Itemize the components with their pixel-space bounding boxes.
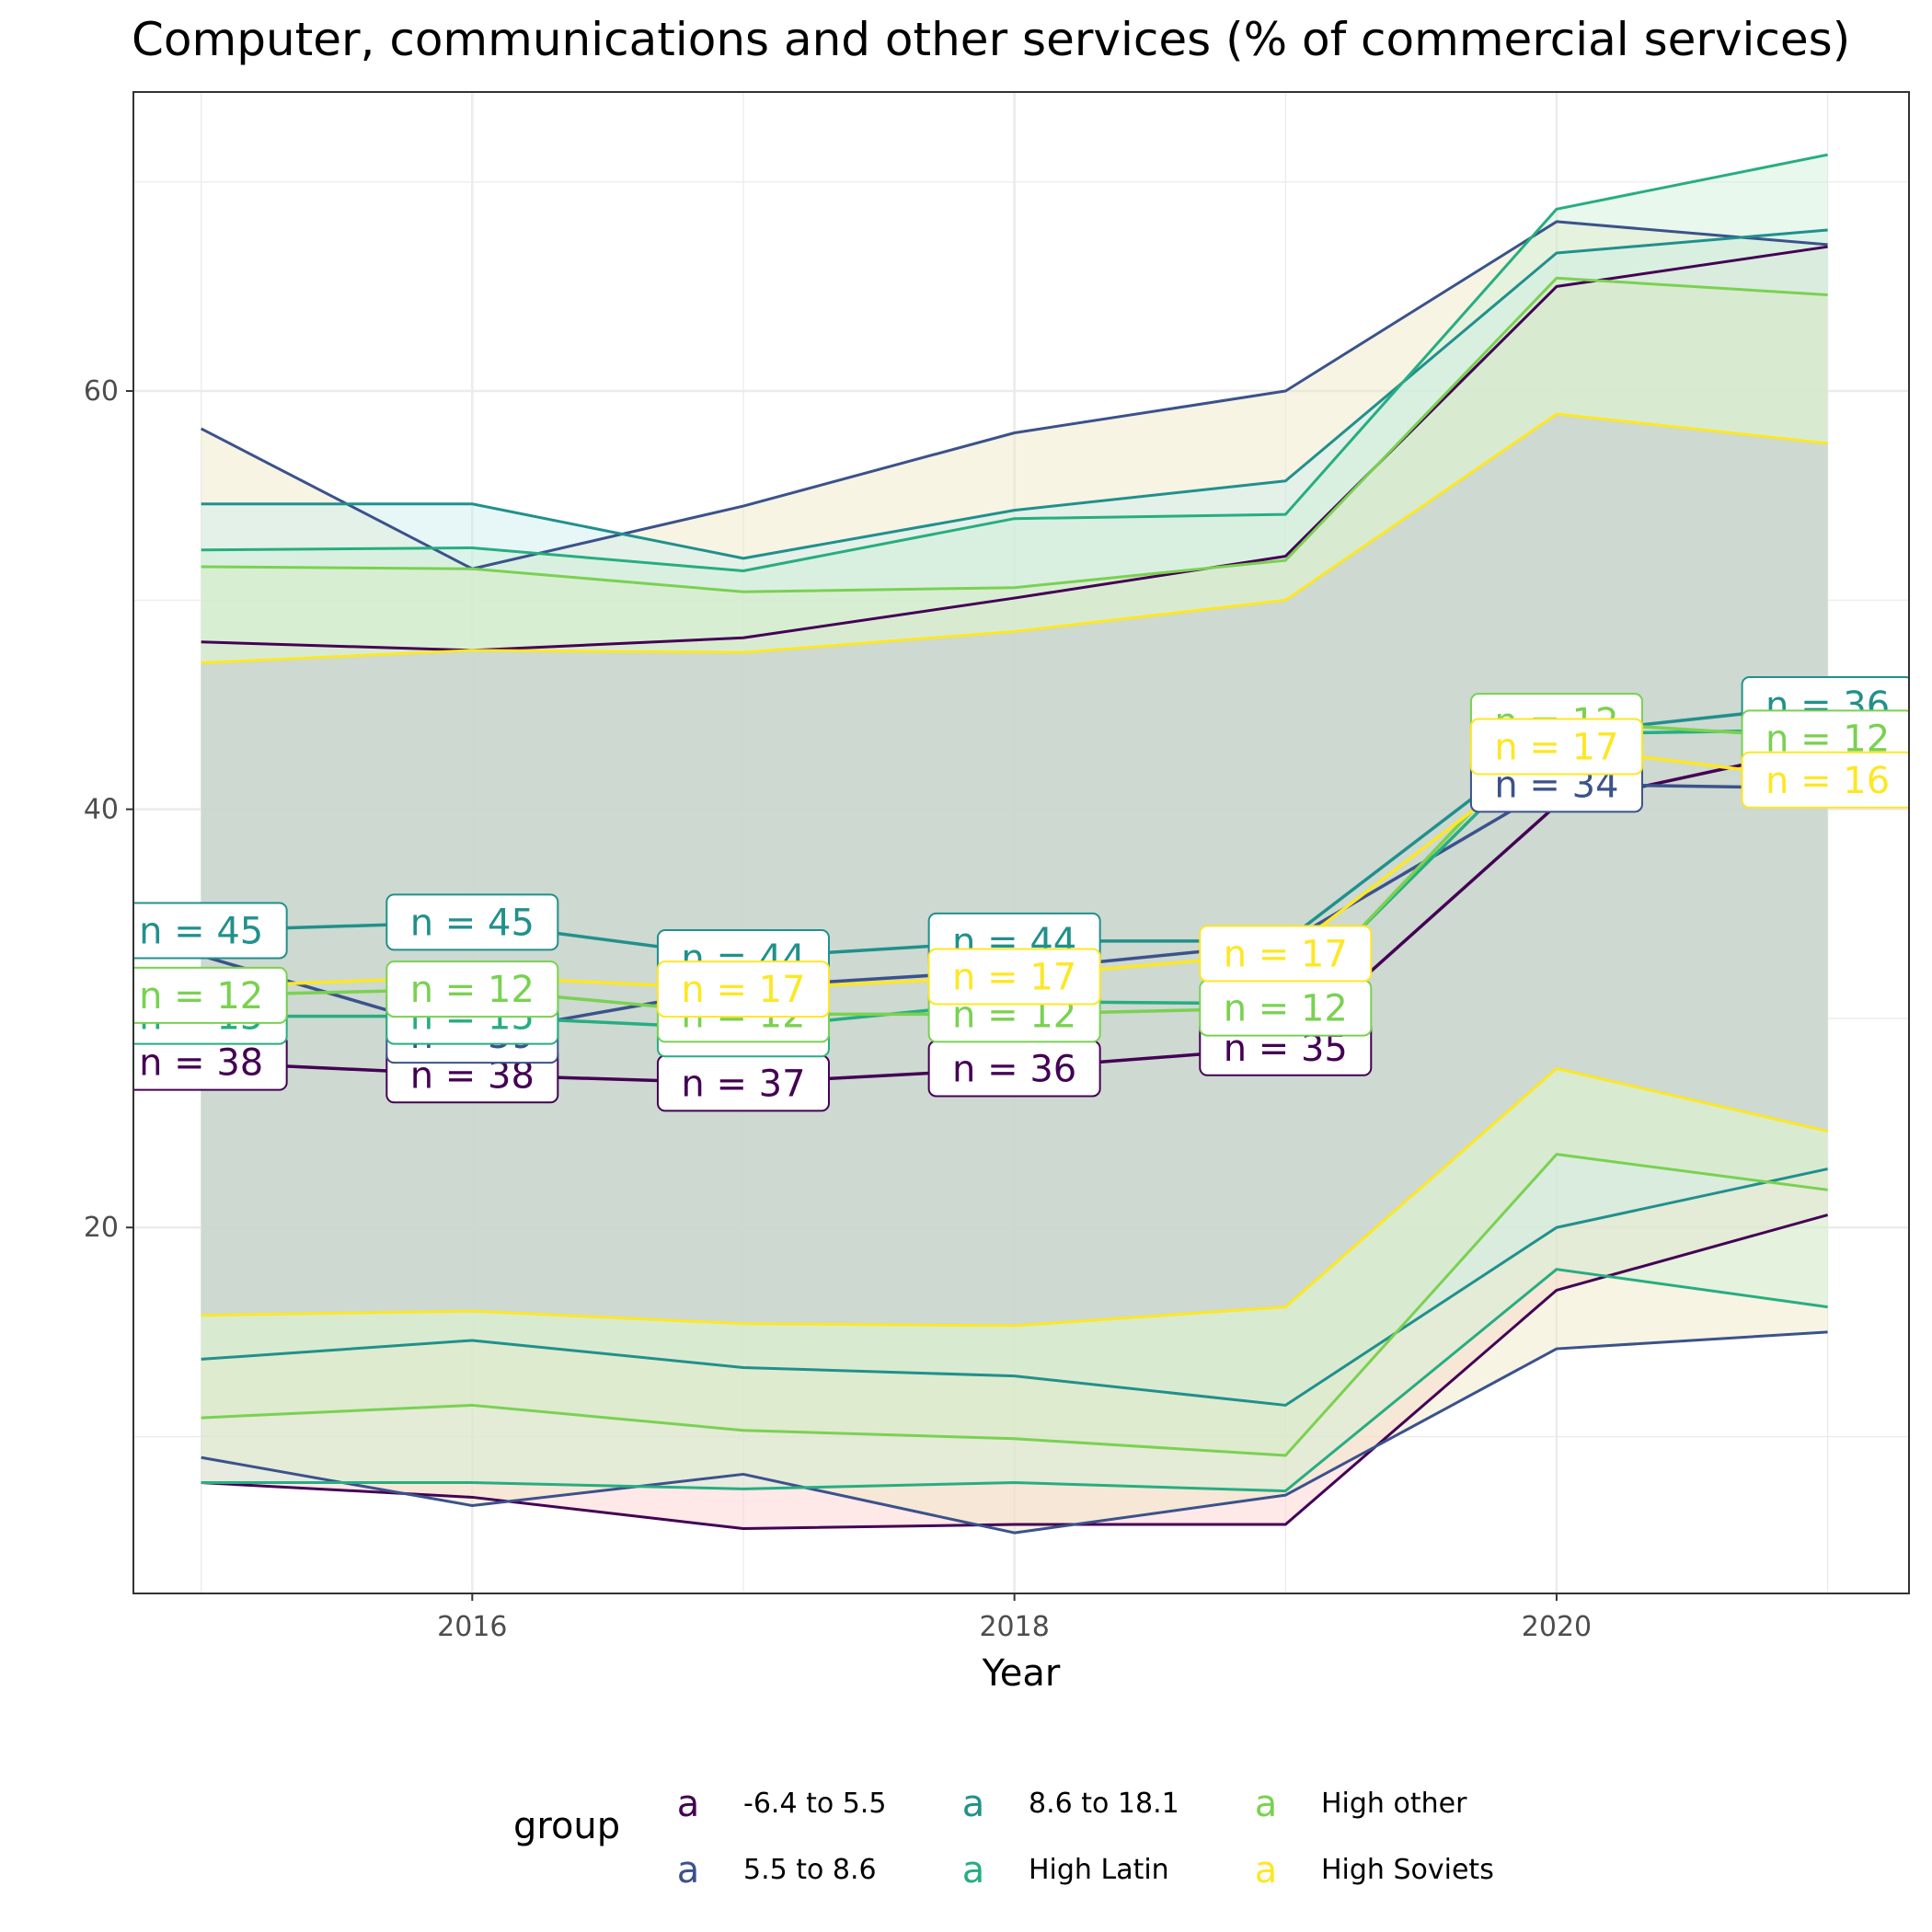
legend-label: High other (1321, 1788, 1467, 1820)
ribbon-band (201, 221, 1828, 1534)
n-label-text: n = 12 (139, 975, 263, 1018)
grid-lines (133, 92, 1909, 1593)
n-label: n = 37 (656, 1054, 830, 1112)
series-upper-line (201, 228, 1828, 560)
n-label-box (133, 902, 288, 960)
n-label-text: n = 17 (952, 956, 1076, 998)
series-upper-line (201, 153, 1828, 573)
x-tick-label: 2020 (1522, 1611, 1592, 1643)
legend-item: a High other (1255, 1783, 1467, 1825)
n-label: n = 38 (133, 1033, 288, 1091)
n-label-box (656, 960, 830, 1018)
n-label: n = 45 (133, 902, 288, 960)
n-label: n = 16 (1741, 751, 1909, 809)
n-label-box (927, 948, 1101, 1006)
y-tick-label: 60 (84, 375, 119, 408)
series-lower-line (201, 1268, 1828, 1493)
legend-key: a (1255, 1849, 1278, 1892)
n-label-text: n = 45 (410, 902, 535, 944)
n-label: n = 17 (656, 960, 830, 1018)
x-tick-label: 2018 (979, 1611, 1049, 1643)
legend-item: a 5.5 to 8.6 (677, 1849, 877, 1892)
legend-key: a (1255, 1783, 1278, 1825)
legend: group a -6.4 to 5.5 a 5.5 to 8.6 a 8.6 to 18.1… (513, 1783, 1494, 1892)
series-lower-line (201, 1153, 1828, 1457)
legend-label: -6.4 to 5.5 (743, 1788, 886, 1820)
n-label-box (1469, 718, 1643, 776)
chart-title: Computer, communications and other servi… (132, 13, 1851, 66)
n-label-text: n = 12 (1224, 988, 1348, 1030)
legend-key: a (677, 1783, 700, 1825)
x-tick-label: 2016 (437, 1611, 507, 1643)
n-label: n = 45 (385, 893, 559, 951)
legend-label: 5.5 to 8.6 (743, 1854, 877, 1886)
n-label-text: n = 17 (1224, 933, 1348, 975)
n-label: n = 17 (1199, 925, 1373, 983)
n-label-text: n = 45 (139, 910, 263, 952)
legend-key: a (962, 1849, 985, 1892)
series-upper-line (201, 276, 1828, 593)
n-label: n = 12 (133, 966, 288, 1024)
y-tick-label: 40 (84, 794, 119, 826)
legend-label: 8.6 to 18.1 (1029, 1788, 1179, 1820)
plot-panel-border (132, 91, 1910, 1594)
n-label-text: n = 38 (139, 1042, 263, 1085)
legend-item: a High Latin (962, 1849, 1169, 1892)
series-lower-line (201, 1213, 1829, 1531)
n-label-text: n = 17 (1494, 726, 1618, 768)
ribbon-band (201, 247, 1828, 1529)
n-labels: n = 38n = 38n = 37n = 36n = 35n = 39n = … (133, 675, 1909, 1112)
legend-item: a High Soviets (1255, 1849, 1494, 1892)
ribbon-band (201, 278, 1828, 1455)
n-label-text: n = 12 (410, 969, 535, 1011)
n-label-box (385, 960, 559, 1018)
n-label: n = 17 (927, 948, 1101, 1006)
n-label: n = 12 (385, 960, 559, 1018)
n-label-text: n = 37 (681, 1063, 805, 1105)
n-label-box (1199, 925, 1373, 983)
series-upper-line (201, 412, 1828, 665)
legend-label: High Latin (1029, 1854, 1169, 1886)
n-label-text: n = 16 (1765, 760, 1890, 802)
legend-key: a (677, 1849, 700, 1892)
x-axis-title: Year (982, 1652, 1061, 1695)
n-label: n = 36 (927, 1040, 1101, 1098)
series-lower-line (201, 1167, 1828, 1407)
series-lower-line (201, 1330, 1828, 1535)
legend-label: High Soviets (1321, 1854, 1494, 1886)
n-label: n = 12 (1199, 979, 1373, 1037)
n-label-box (1741, 751, 1909, 809)
ribbon-band (201, 414, 1828, 1327)
legend-item: a 8.6 to 18.1 (962, 1783, 1179, 1825)
n-label-box (385, 893, 559, 951)
n-label-text: n = 36 (952, 1048, 1076, 1090)
n-label: n = 17 (1469, 718, 1643, 776)
legend-title: group (513, 1805, 620, 1847)
legend-item: a -6.4 to 5.5 (677, 1783, 887, 1825)
ribbon-bands (201, 155, 1828, 1534)
n-label-text: n = 17 (681, 969, 805, 1011)
ribbon-band (201, 230, 1828, 1406)
legend-key: a (962, 1783, 985, 1825)
series-lower-line (201, 1066, 1828, 1328)
ribbon-band (201, 155, 1828, 1491)
n-label-box (133, 966, 288, 1024)
y-tick-label: 20 (84, 1212, 119, 1244)
